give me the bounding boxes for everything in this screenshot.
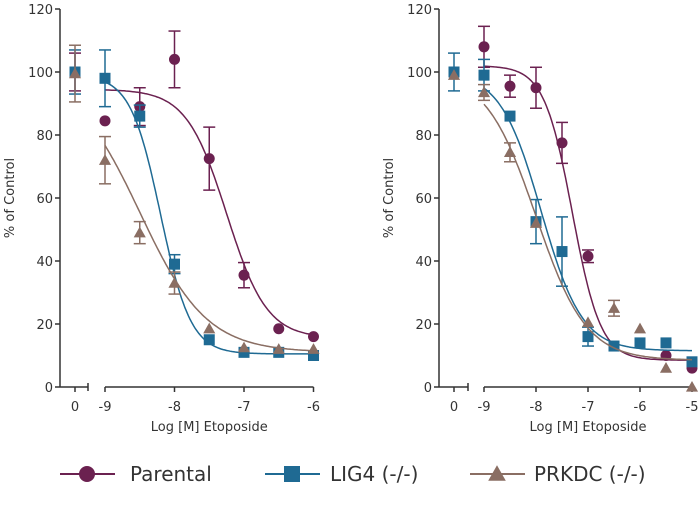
data-point — [607, 302, 621, 313]
data-point — [238, 346, 250, 358]
chart-panel-2: 0 20 40 60 80 100 120 % of Control 0 -9 -8 -7 -6 -5 Lo… — [382, 3, 698, 435]
y-tick-label: 120 — [28, 3, 53, 18]
legend-triangle-icon — [488, 465, 506, 481]
data-point — [503, 146, 517, 157]
y-tick-label: 80 — [415, 129, 432, 144]
y-tick-label: 100 — [28, 66, 53, 81]
data-point — [530, 82, 542, 94]
data-point — [308, 350, 319, 361]
data-point — [99, 72, 111, 84]
data-point — [99, 115, 111, 127]
legend-entry: PRKDC (-/-) — [470, 462, 646, 486]
data-point — [478, 41, 490, 53]
data-point — [504, 80, 516, 92]
x-axis-label: Log [M] Etoposide — [530, 420, 647, 435]
data-point — [203, 153, 215, 165]
x-tick-label: -8 — [168, 400, 181, 415]
y-axis-label: % of Control — [3, 158, 18, 238]
data-point — [477, 86, 491, 98]
data-point — [238, 269, 250, 281]
legend-circle-icon — [79, 466, 95, 482]
data-point — [203, 322, 216, 334]
x-axis-label: Log [M] Etoposide — [151, 420, 268, 435]
data-point — [447, 69, 461, 80]
data-point — [133, 226, 146, 238]
data-point — [168, 277, 181, 288]
fit-curve — [484, 65, 692, 361]
x-tick-label: -5 — [686, 400, 699, 415]
legend: Parental LIG4 (-/-) PRKDC (-/-) — [60, 462, 646, 486]
x-tick-label: -6 — [307, 400, 320, 415]
data-point — [272, 343, 285, 354]
y-tick-label: 80 — [36, 129, 53, 144]
data-point — [307, 343, 320, 354]
data-point — [633, 322, 647, 334]
y-tick-label: 60 — [36, 192, 53, 207]
x-tick-label: 0 — [450, 400, 458, 415]
legend-entry: Parental — [60, 462, 212, 486]
series-prkdc — [447, 69, 699, 392]
data-point — [582, 250, 594, 262]
data-point — [203, 334, 215, 346]
data-point — [556, 246, 568, 258]
legend-entry: LIG4 (-/-) — [265, 462, 418, 486]
y-tick-label: 20 — [415, 318, 432, 333]
data-point — [686, 356, 698, 368]
fit-curve — [104, 81, 314, 355]
chart-panel-1: 0 20 40 60 80 100 120 % of Control 0 -9 -8 -7 -6 Log … — [3, 3, 320, 435]
fit-curve — [483, 103, 693, 361]
data-point — [634, 337, 646, 349]
data-point — [308, 331, 319, 343]
fit-curve — [483, 87, 692, 352]
data-point — [478, 69, 490, 81]
data-point — [68, 67, 82, 79]
data-point — [134, 110, 146, 122]
y-tick-label: 60 — [415, 192, 432, 207]
data-point — [504, 110, 516, 122]
y-tick-label: 100 — [407, 66, 432, 81]
series-prkdc — [68, 44, 320, 354]
data-point — [169, 53, 180, 65]
data-point — [169, 258, 180, 270]
data-point — [582, 331, 594, 343]
y-tick-label: 20 — [36, 318, 53, 333]
legend-label: Parental — [130, 462, 212, 486]
data-point — [685, 380, 699, 392]
data-point — [581, 316, 595, 328]
legend-square-icon — [284, 466, 300, 482]
data-point — [273, 323, 285, 335]
data-point — [98, 154, 112, 165]
y-tick-label: 40 — [36, 255, 53, 270]
x-tick-label: 0 — [71, 400, 79, 415]
data-point — [556, 137, 568, 149]
data-point — [237, 341, 251, 353]
y-tick-label: 120 — [407, 3, 432, 18]
y-tick-label: 40 — [415, 255, 432, 270]
data-point — [660, 337, 672, 349]
x-tick-label: -8 — [530, 400, 543, 415]
x-tick-label: -7 — [238, 400, 251, 415]
y-tick-label: 0 — [45, 381, 53, 396]
y-axis-label: % of Control — [382, 158, 397, 238]
legend-label: PRKDC (-/-) — [534, 462, 646, 486]
series-lig4 — [69, 49, 319, 361]
x-tick-label: -7 — [582, 400, 595, 415]
x-tick-label: -6 — [634, 400, 647, 415]
data-point — [659, 362, 673, 373]
x-tick-label: -9 — [478, 400, 491, 415]
x-tick-label: -9 — [99, 400, 112, 415]
data-point — [608, 340, 620, 352]
y-tick-label: 0 — [424, 381, 432, 396]
legend-label: LIG4 (-/-) — [330, 462, 418, 486]
data-point — [529, 217, 543, 228]
